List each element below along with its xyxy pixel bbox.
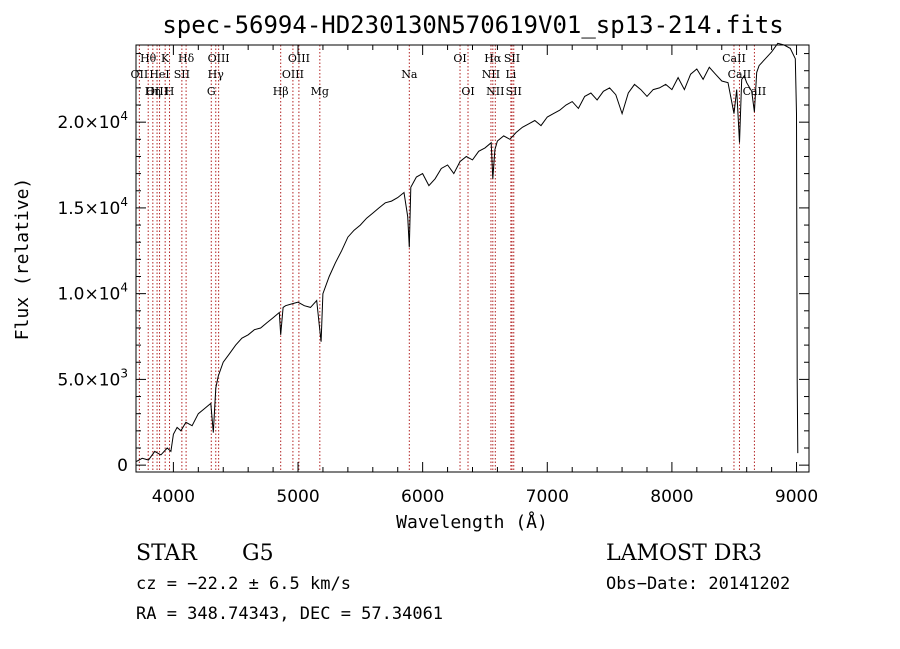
marker-label-18: OI [461,85,474,98]
marker-label-2: OIII [146,85,168,98]
marker-label-22: SII [504,52,520,65]
marker-label-24: SII [506,85,522,98]
marker-label-5: HeI [149,68,169,81]
marker-label-7: Hδ [178,52,195,65]
x-tick-label-2: 6000 [401,487,444,507]
marker-label-4: H [165,85,175,98]
y-tick-label-1: 5.0×103 [57,366,128,390]
marker-label-27: CaII [743,85,767,98]
marker-label-14: OIII [288,52,310,65]
chart-title: spec-56994-HD230130N570619V01_sp13-214.f… [162,11,783,39]
x-tick-label-5: 9000 [775,487,818,507]
obs-date: Obs−Date: 20141202 [606,574,790,594]
marker-labels: Hθ OII OIII K H HeI Hη Hδ SII OIII Hγ G Hβ OIII OIII Mg… [131,52,767,98]
marker-label-23: Li [505,68,516,81]
x-tick-label-3: 7000 [526,487,569,507]
marker-label-3: K [161,52,170,65]
series-spectrum-line [135,42,799,463]
y-tick-label-2: 1.0×104 [57,281,128,305]
object-class: STAR [136,541,198,566]
x-axis-ticks: 4000 5000 6000 7000 8000 9000 [152,45,818,507]
object-subclass: G5 [242,541,274,566]
y-axis-label: Flux (relative) [12,178,33,341]
marker-label-12: Hβ [273,85,289,98]
y-tick-label-0: 0 [117,456,128,476]
marker-label-21: NII [486,85,504,98]
y-tick-label-3: 1.5×104 [57,195,128,219]
marker-label-15: Mg [311,85,329,98]
x-axis-label: Wavelength (Å) [396,511,548,533]
marker-label-1: OII [131,68,149,81]
marker-label-19: Hα [484,52,502,65]
x-tick-label-4: 8000 [650,487,693,507]
marker-label-10: Hγ [208,68,225,81]
marker-label-6: Hη [145,85,161,98]
x-tick-label-1: 5000 [276,487,319,507]
marker-label-20: NII [482,68,500,81]
y-tick-label-4: 2.0×104 [57,109,128,133]
marker-label-26: CaII [728,68,752,81]
marker-label-16: Na [401,68,418,81]
survey-name: LAMOST DR3 [606,541,762,566]
marker-label-8: SII [174,68,190,81]
marker-label-25: CaII [722,52,746,65]
marker-label-0: Hθ [140,52,157,65]
marker-label-11: G [207,85,216,98]
coordinates: RA = 348.74343, DEC = 57.34061 [136,604,443,624]
x-tick-label-0: 4000 [152,487,195,507]
marker-label-17: OI [453,52,466,65]
marker-label-9: OIII [208,52,230,65]
y-axis-ticks: 0 5.0×103 1.0×104 1.5×104 2.0×104 [57,53,809,476]
redshift-cz: cz = −22.2 ± 6.5 km/s [136,574,351,594]
marker-label-13: OIII [282,68,304,81]
marker-lines [138,45,755,472]
